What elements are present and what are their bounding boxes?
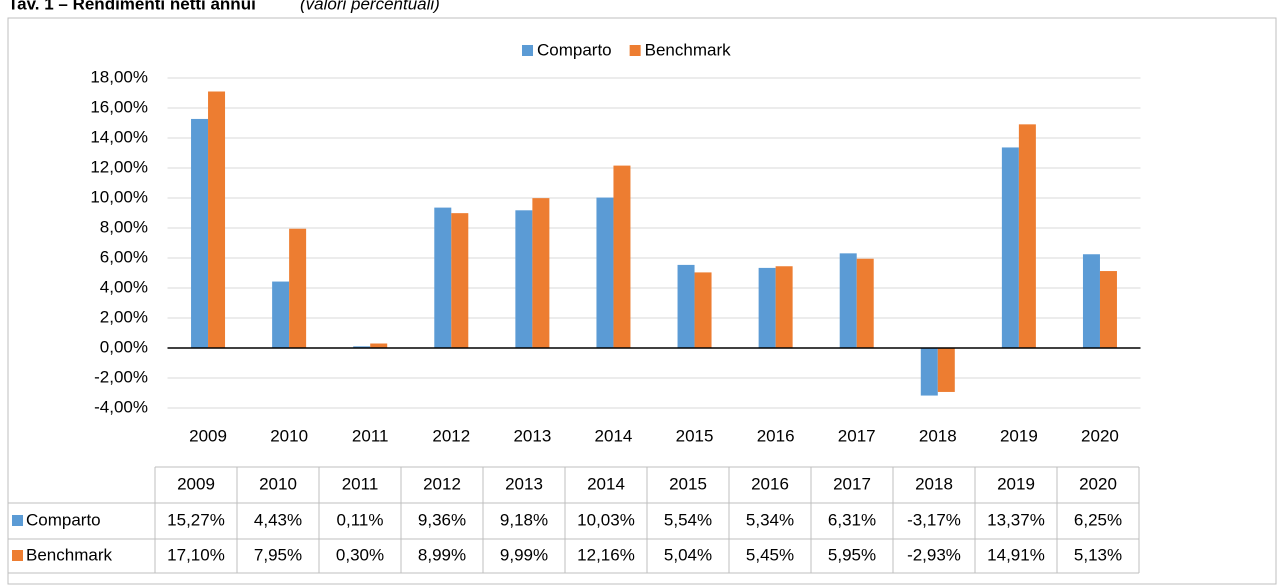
bar xyxy=(191,118,209,348)
table-cell: 4,43% xyxy=(254,510,302,529)
x-tick-label: 2015 xyxy=(676,426,714,445)
table-cell: 9,36% xyxy=(418,510,466,529)
table-header: 2012 xyxy=(423,474,461,493)
bar xyxy=(353,346,371,348)
x-tick-label: 2016 xyxy=(757,426,795,445)
table-legend-swatch xyxy=(12,550,23,561)
table-cell: 5,54% xyxy=(664,510,712,529)
legend-swatch xyxy=(629,45,641,56)
bar xyxy=(515,210,533,348)
table-cell: 13,37% xyxy=(987,510,1045,529)
x-tick-label: 2017 xyxy=(838,426,876,445)
table-cell: 5,04% xyxy=(664,545,712,564)
x-tick-label: 2018 xyxy=(919,426,957,445)
chart-subtitle: (valori percentuali) xyxy=(300,0,440,13)
bar xyxy=(775,266,793,348)
table-header: 2020 xyxy=(1079,474,1117,493)
bar xyxy=(758,267,776,348)
bar xyxy=(370,343,388,348)
legend-swatch xyxy=(522,45,533,56)
table-cell: 9,99% xyxy=(500,545,548,564)
table-header: 2016 xyxy=(751,474,789,493)
table-header: 2015 xyxy=(669,474,707,493)
y-tick-label: 0,00% xyxy=(100,337,148,356)
x-tick-label: 2009 xyxy=(189,426,227,445)
table-header: 2009 xyxy=(177,474,215,493)
table-cell: 7,95% xyxy=(254,545,302,564)
x-tick-label: 2020 xyxy=(1081,426,1119,445)
x-tick-label: 2014 xyxy=(595,426,633,445)
table-cell: 6,25% xyxy=(1074,510,1122,529)
legend-label: Comparto xyxy=(537,40,612,59)
table-legend-swatch xyxy=(12,515,23,526)
bar xyxy=(613,165,631,348)
table-cell: 17,10% xyxy=(167,545,225,564)
bar xyxy=(694,272,712,348)
y-tick-label: 16,00% xyxy=(90,97,148,116)
y-tick-label: 10,00% xyxy=(90,187,148,206)
bar xyxy=(677,264,695,348)
table-cell: 5,95% xyxy=(828,545,876,564)
table-row-label: Benchmark xyxy=(26,545,112,564)
y-tick-label: 6,00% xyxy=(100,247,148,266)
y-tick-label: 8,00% xyxy=(100,217,148,236)
table-header: 2010 xyxy=(259,474,297,493)
bar xyxy=(1082,254,1100,348)
bar xyxy=(1001,147,1019,348)
bar xyxy=(596,197,614,348)
y-tick-label: 14,00% xyxy=(90,127,148,146)
y-tick-label: 18,00% xyxy=(90,67,148,86)
bar xyxy=(272,281,290,348)
table-header: 2018 xyxy=(915,474,953,493)
table-cell: 14,91% xyxy=(987,545,1045,564)
y-tick-label: -4,00% xyxy=(94,397,148,416)
x-tick-label: 2012 xyxy=(432,426,470,445)
table-cell: 5,34% xyxy=(746,510,794,529)
bar xyxy=(839,253,857,348)
table-cell: 15,27% xyxy=(167,510,225,529)
table-cell: 12,16% xyxy=(577,545,635,564)
table-cell: 6,31% xyxy=(828,510,876,529)
table-cell: 10,03% xyxy=(577,510,635,529)
table-cell: 8,99% xyxy=(418,545,466,564)
table-header: 2017 xyxy=(833,474,871,493)
table-cell: 0,30% xyxy=(336,545,384,564)
bar xyxy=(937,348,955,392)
bar xyxy=(289,228,307,348)
bar xyxy=(1018,124,1036,348)
bar xyxy=(434,207,452,348)
x-tick-label: 2013 xyxy=(513,426,551,445)
chart-title: Tav. 1 – Rendimenti netti annui xyxy=(8,0,256,13)
table-row-label: Comparto xyxy=(26,510,101,529)
bar xyxy=(856,258,874,348)
table-cell: 5,45% xyxy=(746,545,794,564)
y-tick-label: -2,00% xyxy=(94,367,148,386)
y-tick-label: 12,00% xyxy=(90,157,148,176)
table-cell: 0,11% xyxy=(337,510,384,529)
table-header: 2019 xyxy=(997,474,1035,493)
x-tick-label: 2010 xyxy=(270,426,308,445)
y-tick-label: 2,00% xyxy=(100,307,148,326)
x-tick-label: 2011 xyxy=(352,426,389,445)
x-tick-label: 2019 xyxy=(1000,426,1038,445)
bar xyxy=(1099,271,1117,348)
table-cell: -3,17% xyxy=(907,510,961,529)
bar xyxy=(451,213,469,348)
table-header: 2013 xyxy=(505,474,543,493)
legend-label: Benchmark xyxy=(645,40,731,59)
bar xyxy=(208,91,226,348)
bar xyxy=(532,198,550,348)
table-cell: 9,18% xyxy=(500,510,548,529)
bar xyxy=(920,348,938,396)
table-header: 2011 xyxy=(342,474,379,493)
y-tick-label: 4,00% xyxy=(100,277,148,296)
table-cell: -2,93% xyxy=(907,545,961,564)
table-header: 2014 xyxy=(587,474,625,493)
table-cell: 5,13% xyxy=(1074,545,1122,564)
